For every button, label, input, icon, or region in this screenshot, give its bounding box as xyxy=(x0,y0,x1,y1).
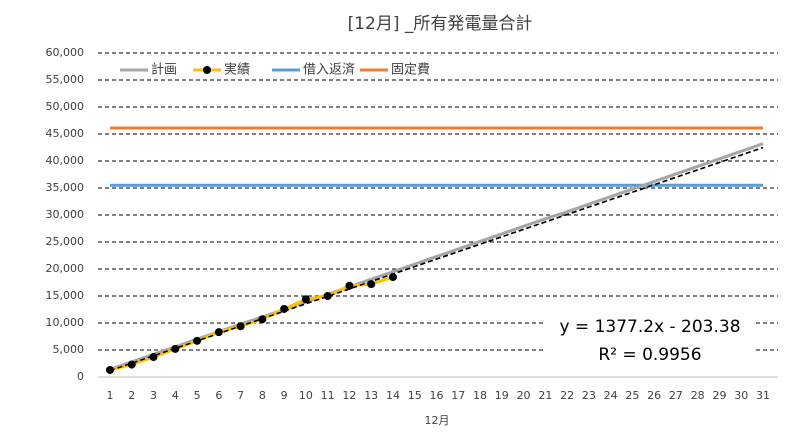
x-tick-label: 17 xyxy=(451,389,465,402)
data-point xyxy=(323,292,332,300)
y-tick-label: 35,000 xyxy=(46,181,85,194)
trendline-equation: y = 1377.2x - 203.38 xyxy=(559,317,740,337)
y-tick-label: 50,000 xyxy=(46,100,85,113)
x-tick-label: 16 xyxy=(430,389,444,402)
y-tick-label: 20,000 xyxy=(46,262,85,275)
y-tick-label: 55,000 xyxy=(46,73,85,86)
y-tick-label: 15,000 xyxy=(46,289,85,302)
y-tick-label: 10,000 xyxy=(46,316,85,329)
x-tick-label: 15 xyxy=(408,389,422,402)
x-tick-label: 29 xyxy=(712,389,726,402)
x-tick-label: 19 xyxy=(495,389,509,402)
x-tick-label: 14 xyxy=(386,389,400,402)
x-tick-label: 20 xyxy=(517,389,531,402)
x-tick-label: 4 xyxy=(172,389,179,402)
chart-title: [12月] _所有発電量合計 xyxy=(348,14,533,34)
x-tick-label: 6 xyxy=(215,389,222,402)
x-tick-label: 27 xyxy=(669,389,683,402)
x-tick-label: 11 xyxy=(321,389,335,402)
data-point xyxy=(345,281,354,290)
x-tick-label: 12 xyxy=(342,389,356,402)
y-tick-label: 40,000 xyxy=(46,154,85,167)
x-tick-label: 1 xyxy=(107,389,114,402)
x-tick-label: 5 xyxy=(194,389,201,402)
y-tick-label: 5,000 xyxy=(53,343,85,356)
y-tick-label: 30,000 xyxy=(46,208,85,221)
x-tick-label: 10 xyxy=(299,389,313,402)
legend-label: 実績 xyxy=(224,62,250,78)
x-tick-label: 26 xyxy=(647,389,661,402)
data-point xyxy=(280,304,289,313)
legend-label: 固定費 xyxy=(391,63,430,78)
x-tick-label: 31 xyxy=(756,389,770,402)
x-tick-label: 30 xyxy=(734,389,748,402)
x-tick-label: 7 xyxy=(237,389,244,402)
y-tick-label: 45,000 xyxy=(46,127,85,140)
legend-marker xyxy=(203,66,211,74)
y-tick-label: 25,000 xyxy=(46,235,85,248)
x-tick-label: 22 xyxy=(560,389,574,402)
legend-label: 借入返済 xyxy=(303,62,355,78)
trendline-r2: R² = 0.9956 xyxy=(598,345,701,365)
y-tick-label: 60,000 xyxy=(46,46,85,59)
x-tick-label: 8 xyxy=(259,389,266,402)
x-tick-label: 28 xyxy=(691,389,705,402)
data-point xyxy=(214,328,223,337)
x-tick-label: 3 xyxy=(150,389,157,402)
x-tick-label: 24 xyxy=(604,389,618,402)
equation-background xyxy=(545,314,755,368)
trendline-overlay xyxy=(109,146,764,372)
y-tick-label: 0 xyxy=(77,370,84,383)
x-tick-label: 21 xyxy=(538,389,552,402)
x-tick-label: 25 xyxy=(625,389,639,402)
x-axis-label: 12月 xyxy=(425,414,450,427)
x-tick-label: 9 xyxy=(281,389,288,402)
x-tick-label: 2 xyxy=(128,389,135,402)
x-tick-label: 13 xyxy=(364,389,378,402)
legend-label: 計画 xyxy=(151,62,177,78)
x-tick-label: 23 xyxy=(582,389,596,402)
data-point xyxy=(301,295,310,304)
x-tick-label: 18 xyxy=(473,389,487,402)
